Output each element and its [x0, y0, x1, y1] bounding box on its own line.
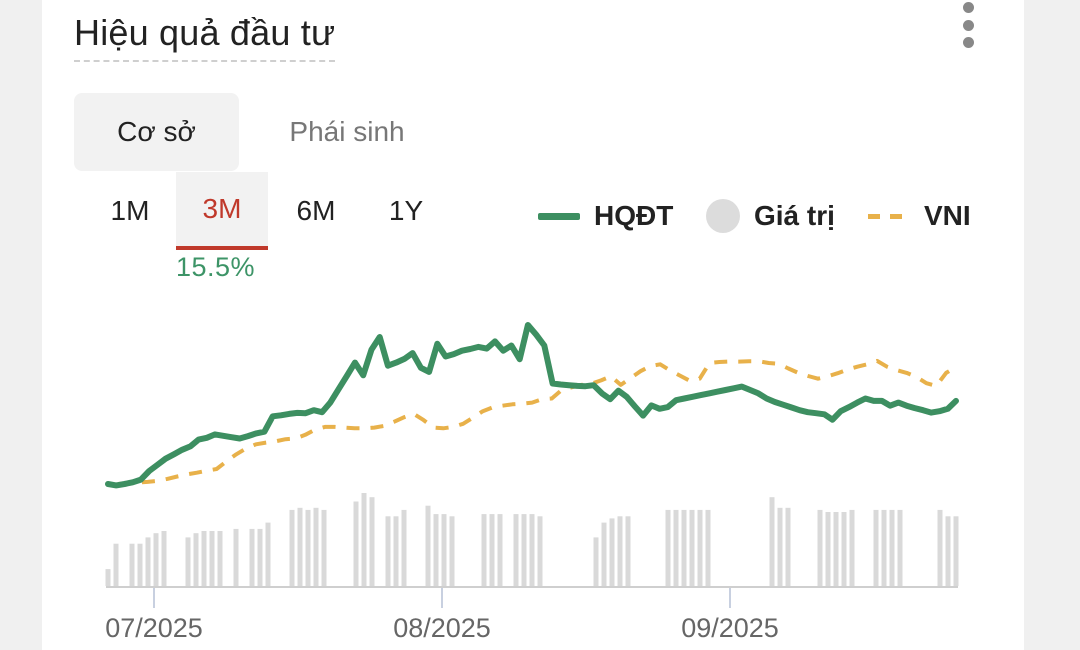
value-bar: [129, 543, 135, 586]
period-1y-button[interactable]: 1Y: [388, 195, 424, 226]
legend-vni: VNI: [868, 196, 971, 236]
card-title: Hiệu quả đầu tư: [74, 12, 336, 62]
value-bar: [401, 509, 407, 586]
tab-co-so[interactable]: Cơ sở: [74, 93, 239, 171]
value-bar: [449, 516, 455, 587]
value-bar: [497, 514, 503, 586]
legend-dot-icon: [706, 199, 740, 233]
value-bar: [305, 509, 311, 586]
value-bar: [881, 509, 887, 586]
value-bar: [441, 514, 447, 586]
value-bar: [233, 528, 239, 586]
value-bar: [137, 543, 143, 586]
value-bar: [257, 528, 263, 586]
value-bar: [113, 543, 119, 586]
value-bar: [385, 516, 391, 587]
period-6m-button[interactable]: 6M: [296, 195, 336, 226]
value-bar: [201, 531, 207, 586]
more-vertical-icon[interactable]: [958, 2, 978, 48]
value-bar: [873, 509, 879, 586]
value-bar: [193, 533, 199, 586]
value-bar: [825, 512, 831, 586]
value-bar: [249, 528, 255, 586]
value-bar: [153, 533, 159, 586]
value-bar: [769, 497, 775, 586]
value-bar: [953, 516, 959, 587]
value-bar: [529, 514, 535, 586]
value-bar: [217, 531, 223, 586]
legend-vni-label: VNI: [924, 200, 971, 231]
performance-value: 15.5%: [176, 252, 256, 282]
value-bar: [777, 507, 783, 586]
value-bar: [849, 509, 855, 586]
period-3m-button[interactable]: 3M: [176, 172, 268, 250]
value-bar: [481, 514, 487, 586]
value-bar: [689, 509, 695, 586]
value-bar: [617, 516, 623, 587]
value-bar: [665, 509, 671, 586]
investment-performance-card: Hiệu quả đầu tư Cơ sở Phái sinh 1M 3M 6M…: [42, 0, 1024, 650]
value-bar: [321, 509, 327, 586]
value-bar: [609, 518, 615, 586]
value-bar: [945, 516, 951, 587]
legend-line-icon: [538, 212, 580, 220]
value-bar: [265, 522, 271, 586]
value-bar: [425, 505, 431, 586]
performance-chart: [105, 322, 959, 608]
period-1m-button[interactable]: 1M: [110, 195, 150, 226]
hqdt-series-line: [105, 322, 959, 489]
x-tick-label: 07/2025: [105, 613, 203, 643]
value-bar: [369, 497, 375, 586]
tab-phai-sinh[interactable]: Phái sinh: [289, 116, 405, 147]
value-bar: [841, 512, 847, 586]
value-bar: [681, 509, 687, 586]
value-bar: [833, 512, 839, 586]
value-bar: [161, 531, 167, 586]
value-bar: [593, 537, 599, 586]
value-bar: [937, 509, 943, 586]
legend-hqdt-label: HQĐT: [594, 200, 674, 231]
value-bar: [889, 509, 895, 586]
x-tick-label: 08/2025: [393, 613, 491, 643]
value-bar: [673, 509, 679, 586]
value-bar: [361, 493, 367, 586]
legend-dash-icon: [868, 213, 910, 219]
value-bar: [209, 531, 215, 586]
value-bar: [897, 509, 903, 586]
legend-value-label: Giá trị: [754, 200, 835, 231]
value-bar: [185, 537, 191, 586]
value-bar: [353, 501, 359, 586]
value-bar: [601, 522, 607, 586]
value-bar: [625, 516, 631, 587]
value-bar: [145, 537, 151, 586]
value-bar: [433, 514, 439, 586]
vni-series-line: [117, 358, 958, 486]
value-bar: [513, 514, 519, 586]
value-bar: [697, 509, 703, 586]
value-bar: [313, 507, 319, 586]
value-bar: [289, 509, 295, 586]
x-tick-label: 09/2025: [681, 613, 779, 643]
value-bar: [705, 509, 711, 586]
value-bar: [105, 569, 111, 586]
value-bar: [817, 509, 823, 586]
value-bar: [785, 507, 791, 586]
value-bar: [521, 514, 527, 586]
value-bar: [537, 516, 543, 587]
value-bar: [489, 514, 495, 586]
legend-value: Giá trị: [706, 196, 835, 236]
legend-hqdt: HQĐT: [538, 196, 673, 236]
value-bar: [393, 516, 399, 587]
value-bar: [297, 507, 303, 586]
